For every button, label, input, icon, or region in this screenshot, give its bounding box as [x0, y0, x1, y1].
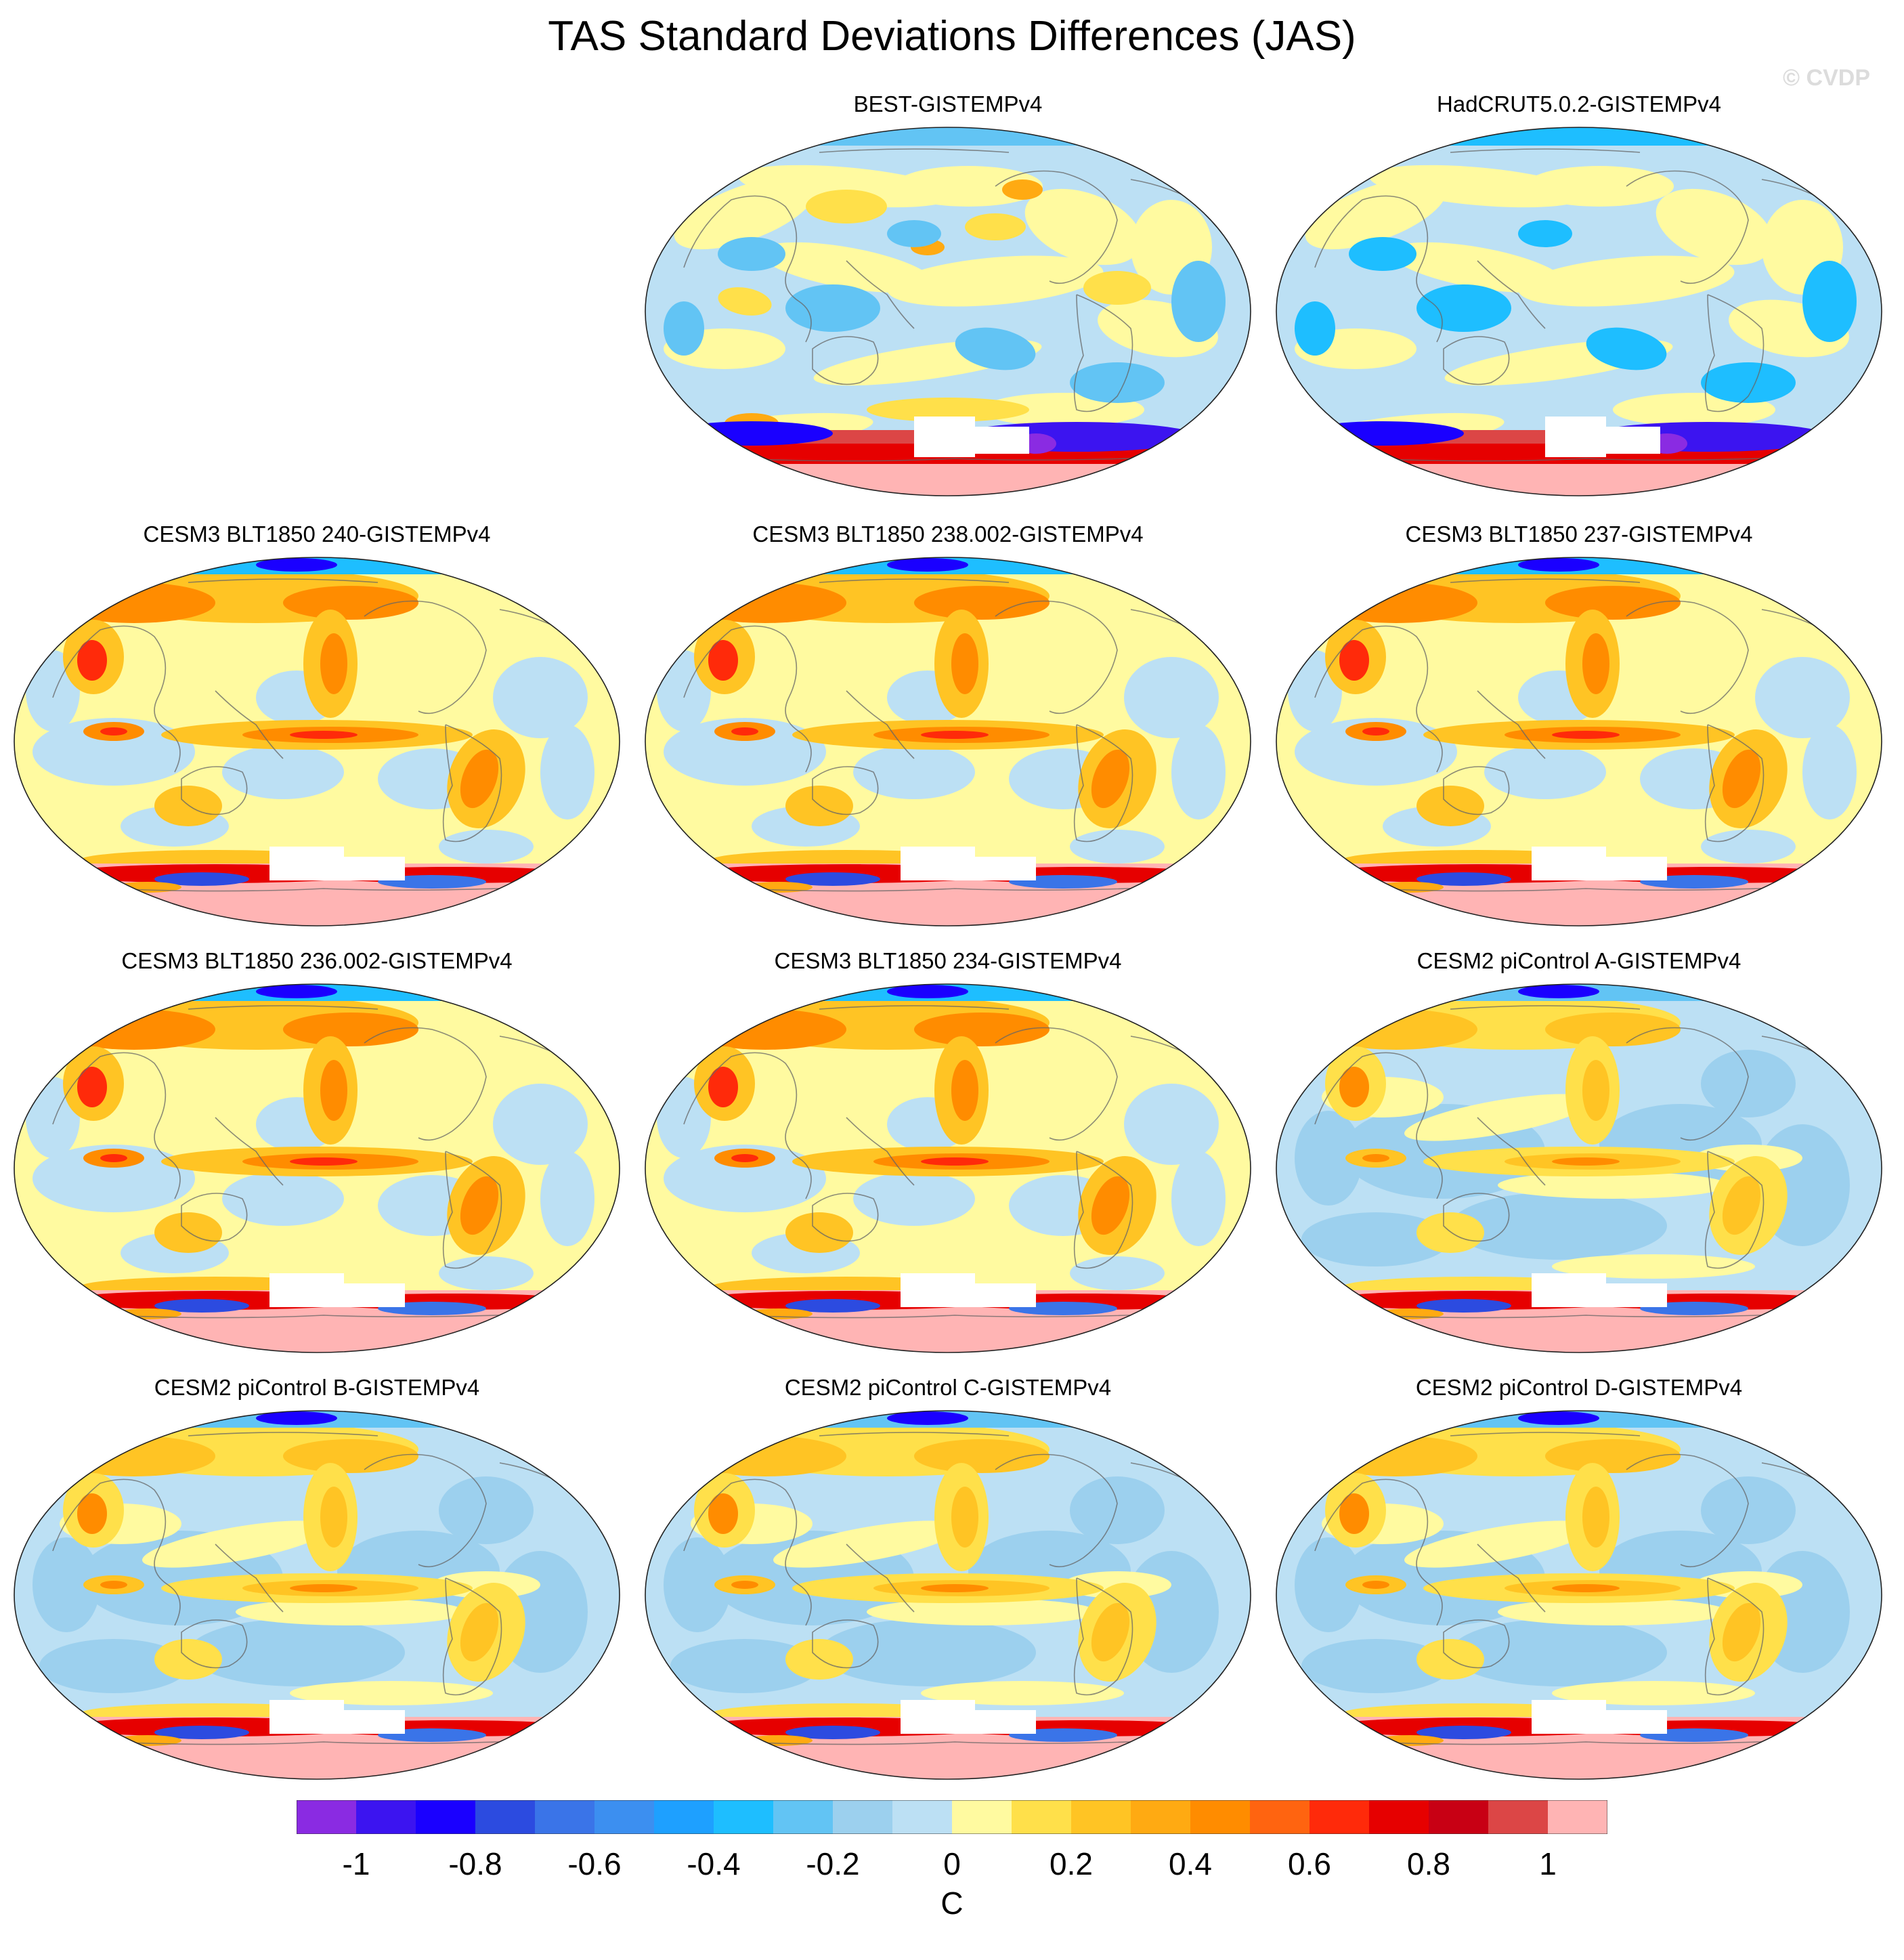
robinson-map	[645, 127, 1251, 496]
colorbar-swatch	[594, 1800, 655, 1834]
colorbar-swatch	[1071, 1800, 1131, 1834]
colorbar-tick-label: 0.4	[1169, 1846, 1212, 1881]
panel-title: BEST-GISTEMPv4	[853, 91, 1043, 116]
panel-title: HadCRUT5.0.2-GISTEMPv4	[1437, 91, 1721, 116]
map-panel: BEST-GISTEMPv4	[643, 91, 1253, 498]
map-panel: HadCRUT5.0.2-GISTEMPv4	[1274, 91, 1884, 498]
robinson-map	[1276, 983, 1882, 1353]
colorbar-tick-label: -0.8	[448, 1846, 502, 1881]
panel-title: CESM3 BLT1850 240-GISTEMPv4	[143, 521, 491, 547]
robinson-map	[14, 557, 620, 926]
colorbar-units: C	[940, 1886, 964, 1921]
panel-title: CESM3 BLT1850 237-GISTEMPv4	[1405, 521, 1753, 547]
colorbar-swatch	[1310, 1800, 1370, 1834]
colorbar-tick-label: -0.6	[567, 1846, 622, 1881]
colorbar-tick-label: 0	[943, 1846, 961, 1881]
panel-title: CESM3 BLT1850 238.002-GISTEMPv4	[752, 521, 1144, 547]
colorbar-swatch	[714, 1800, 774, 1834]
panel-title: CESM2 piControl D-GISTEMPv4	[1415, 1375, 1743, 1400]
panel-title: CESM3 BLT1850 234-GISTEMPv4	[774, 948, 1122, 973]
colorbar-swatch	[1369, 1800, 1429, 1834]
robinson-map	[14, 1410, 620, 1780]
colorbar-swatch	[1131, 1800, 1191, 1834]
colorbar-swatch	[833, 1800, 893, 1834]
colorbar-tick-label: -0.2	[806, 1846, 860, 1881]
map-panel: CESM3 BLT1850 236.002-GISTEMPv4	[12, 948, 622, 1355]
colorbar-tick-label: -1	[342, 1846, 370, 1881]
colorbar-swatch	[1429, 1800, 1489, 1834]
map-panel: CESM2 piControl A-GISTEMPv4	[1274, 948, 1884, 1355]
map-panel: CESM2 piControl C-GISTEMPv4	[643, 1375, 1253, 1781]
colorbar-swatch	[1548, 1800, 1607, 1834]
panel-title: CESM2 piControl C-GISTEMPv4	[784, 1375, 1112, 1400]
robinson-map	[645, 983, 1251, 1353]
map-panel: CESM3 BLT1850 234-GISTEMPv4	[643, 948, 1253, 1355]
robinson-map	[14, 983, 620, 1353]
colorbar-tick-label: 0.6	[1288, 1846, 1331, 1881]
map-panel: CESM2 piControl D-GISTEMPv4	[1274, 1375, 1884, 1781]
colorbar-swatch	[1012, 1800, 1072, 1834]
cvdp-watermark: © CVDP	[1783, 65, 1870, 91]
colorbar-swatch	[1488, 1800, 1549, 1834]
robinson-map	[1276, 1410, 1882, 1780]
colorbar-tick-label: 1	[1539, 1846, 1557, 1881]
colorbar-swatch	[654, 1800, 714, 1834]
panel-title: CESM2 piControl B-GISTEMPv4	[154, 1375, 480, 1400]
colorbar-tick-label: 0.2	[1050, 1846, 1093, 1881]
colorbar-tick-label: 0.8	[1407, 1846, 1450, 1881]
robinson-map	[1276, 127, 1882, 496]
colorbar-swatch	[356, 1800, 416, 1834]
robinson-map	[645, 557, 1251, 926]
figure-title: TAS Standard Deviations Differences (JAS…	[548, 13, 1356, 60]
panel-title: CESM2 piControl A-GISTEMPv4	[1416, 948, 1741, 973]
colorbar-swatch	[952, 1800, 1012, 1834]
colorbar-swatch	[535, 1800, 595, 1834]
colorbar-swatch	[892, 1800, 953, 1834]
colorbar-swatch	[1190, 1800, 1251, 1834]
panel-title: CESM3 BLT1850 236.002-GISTEMPv4	[121, 948, 513, 973]
colorbar-swatch	[297, 1800, 357, 1834]
robinson-map	[1276, 557, 1882, 926]
colorbar-tick-label: -0.4	[687, 1846, 741, 1881]
robinson-map	[645, 1410, 1251, 1780]
map-panel: CESM2 piControl B-GISTEMPv4	[12, 1375, 622, 1781]
map-panel: CESM3 BLT1850 240-GISTEMPv4	[12, 521, 622, 928]
colorbar-swatch	[773, 1800, 834, 1834]
colorbar-swatch	[475, 1800, 536, 1834]
colorbar-swatch	[416, 1800, 476, 1834]
colorbar-swatch	[1250, 1800, 1310, 1834]
map-panel: CESM3 BLT1850 238.002-GISTEMPv4	[643, 521, 1253, 928]
colorbar	[297, 1800, 1607, 1834]
map-panel: CESM3 BLT1850 237-GISTEMPv4	[1274, 521, 1884, 928]
